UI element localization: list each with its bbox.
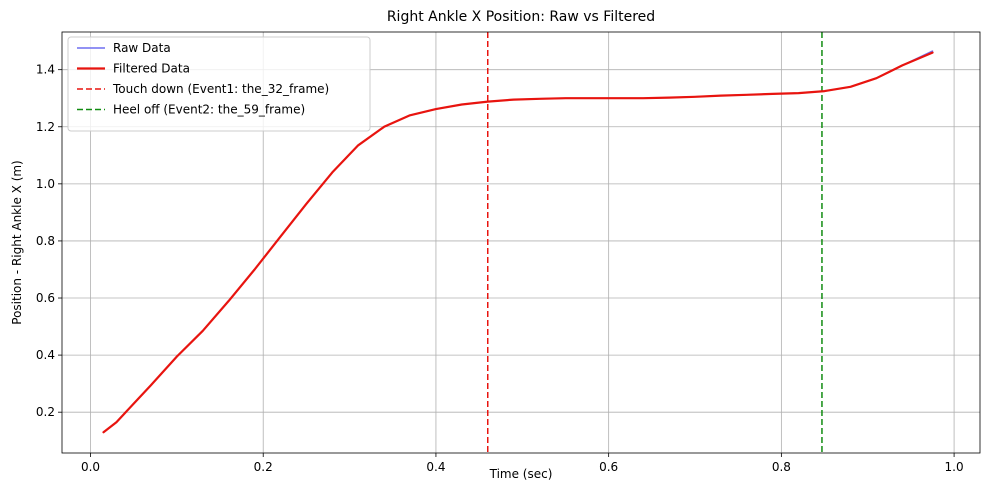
x-tick-label: 0.6 [599, 460, 618, 474]
plot-frame [61, 31, 981, 454]
y-tick-label: 0.2 [36, 405, 55, 419]
series-lines [102, 50, 934, 434]
filtered-data-line [102, 51, 934, 434]
y-axis-title: Position - Right Ankle X (m) [10, 160, 24, 324]
event-lines [487, 32, 823, 453]
legend-label: Raw Data [113, 41, 171, 55]
legend-label: Filtered Data [113, 62, 190, 76]
y-tick-label: 1.0 [36, 177, 55, 191]
x-tick-label: 0.8 [772, 460, 791, 474]
y-tick-label: 1.4 [36, 63, 55, 77]
x-tick-label: 0.0 [81, 460, 100, 474]
x-axis-title: Time (sec) [489, 467, 553, 481]
legend-box [67, 36, 371, 132]
legend-label: Touch down (Event1: the_32_frame) [112, 82, 329, 96]
x-tick-label: 0.4 [426, 460, 445, 474]
y-tick-label: 0.8 [36, 234, 55, 248]
x-tick-label: 1.0 [945, 460, 964, 474]
y-tick-label: 0.4 [36, 348, 55, 362]
legend-label: Heel off (Event2: the_59_frame) [113, 103, 305, 117]
chart-title: Right Ankle X Position: Raw vs Filtered [387, 9, 655, 25]
legend: Raw Data Filtered Data Touch down (Event1:… [67, 36, 371, 132]
axis-ticks: 0.0 0.2 0.4 0.6 0.8 1.0 0.2 0.4 0.6 0.8 1.0 1.2 1.4 [36, 63, 964, 474]
x-tick-label: 0.2 [254, 460, 273, 474]
y-tick-label: 0.6 [36, 291, 55, 305]
y-tick-label: 1.2 [36, 120, 55, 134]
